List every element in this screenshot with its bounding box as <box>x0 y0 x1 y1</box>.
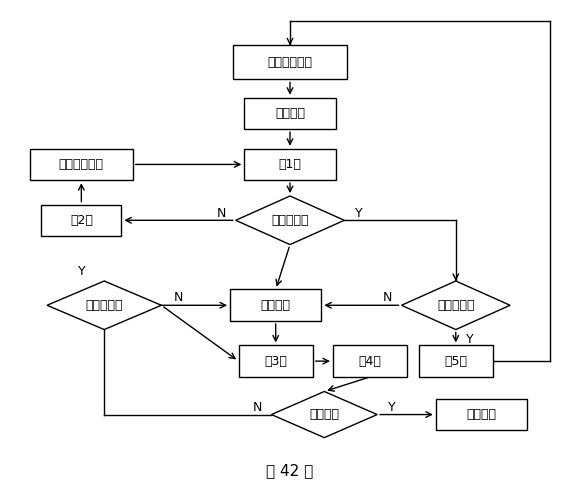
Text: 需要修改否: 需要修改否 <box>271 214 309 227</box>
FancyBboxPatch shape <box>436 399 527 430</box>
Text: 修改设计否: 修改设计否 <box>85 299 123 312</box>
FancyBboxPatch shape <box>41 205 121 236</box>
Text: Y: Y <box>355 206 362 219</box>
Text: Y: Y <box>466 333 474 346</box>
FancyBboxPatch shape <box>238 345 313 377</box>
FancyBboxPatch shape <box>30 149 133 180</box>
Text: 全盘修改否: 全盘修改否 <box>437 299 474 312</box>
Text: （5）: （5） <box>444 355 467 368</box>
FancyBboxPatch shape <box>233 45 347 80</box>
FancyBboxPatch shape <box>244 98 336 129</box>
FancyBboxPatch shape <box>244 149 336 180</box>
FancyBboxPatch shape <box>333 345 407 377</box>
Text: 修改设计: 修改设计 <box>260 299 291 312</box>
Text: N: N <box>382 291 392 304</box>
Text: （1）: （1） <box>278 158 302 171</box>
Text: Y: Y <box>387 401 396 414</box>
Text: N: N <box>217 206 226 219</box>
Text: 周期性再评价: 周期性再评价 <box>59 158 104 171</box>
Polygon shape <box>271 391 377 438</box>
Text: N: N <box>174 291 183 304</box>
FancyBboxPatch shape <box>419 345 493 377</box>
Text: 准备投入运行: 准备投入运行 <box>267 56 313 69</box>
Text: Y: Y <box>78 265 85 278</box>
Polygon shape <box>401 281 510 329</box>
Text: 是否满意: 是否满意 <box>309 408 339 421</box>
Text: （4）: （4） <box>358 355 382 368</box>
Text: （3）: （3） <box>264 355 287 368</box>
Text: 题 42 图: 题 42 图 <box>266 463 314 478</box>
Text: 文档编写: 文档编写 <box>466 408 496 421</box>
Text: 运行使用: 运行使用 <box>275 107 305 120</box>
Text: N: N <box>252 401 262 414</box>
Polygon shape <box>47 281 161 329</box>
Text: （2）: （2） <box>70 214 93 227</box>
FancyBboxPatch shape <box>230 289 321 321</box>
Polygon shape <box>235 196 345 245</box>
